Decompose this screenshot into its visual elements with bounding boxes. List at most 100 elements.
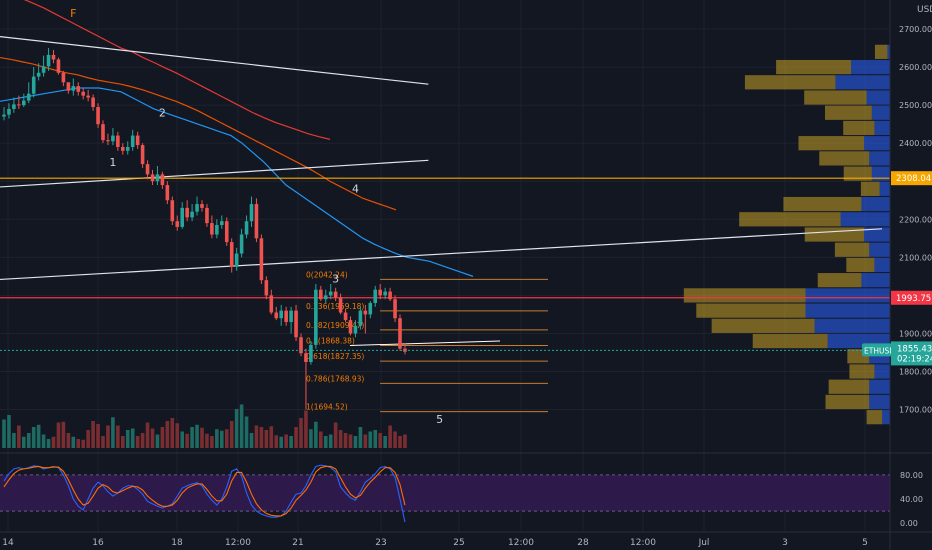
stochastic-pane[interactable]	[0, 464, 890, 523]
price-tick-label: 2700.00	[899, 25, 932, 34]
fib-level-label: 1(1694.52)	[306, 403, 348, 412]
candle-body	[348, 320, 353, 334]
time-tick-label: 5	[862, 538, 868, 548]
candle-body	[185, 207, 189, 218]
volume-bar	[239, 404, 244, 448]
stochastic-line	[3, 465, 406, 517]
candle-body	[234, 253, 239, 267]
volume-profile-bar	[819, 151, 870, 166]
volume-profile-bar	[798, 136, 864, 151]
volume-bar	[279, 436, 283, 448]
volume-profile-bar	[869, 379, 890, 394]
candle-body	[180, 207, 184, 227]
volume-bar	[175, 423, 180, 448]
time-tick-label: 12:00	[630, 538, 656, 548]
volume-bar	[195, 424, 199, 448]
candle-body	[71, 86, 76, 91]
price-tick-label: 2400.00	[899, 139, 932, 148]
moving-average-line	[23, 0, 331, 140]
volume-bar	[111, 417, 115, 448]
candle-body	[81, 91, 85, 96]
volume-bar	[155, 434, 160, 448]
volume-bar	[31, 427, 36, 448]
volume-bar	[309, 429, 313, 448]
volume-bar	[190, 427, 194, 448]
candle-body	[309, 344, 313, 362]
volume-profile-bar	[869, 151, 890, 166]
volume-bar	[145, 422, 150, 448]
candle-body	[111, 135, 115, 142]
level-price-label: 2308.04	[896, 174, 931, 184]
candle-body	[229, 242, 234, 267]
volume-profile-bar	[871, 105, 890, 120]
candle-body	[294, 310, 298, 338]
volume-bar	[383, 436, 387, 448]
price-pane[interactable]: 0(2042.24) 0.236(1959.18) 0.382(1909.47) 0.…	[0, 0, 890, 448]
fib-level-label: 0.786(1768.93)	[306, 374, 364, 383]
price-tick-label: 1900.00	[899, 329, 932, 338]
candle-body	[323, 295, 328, 300]
time-tick-label: Jul	[698, 538, 710, 548]
candle-body	[121, 146, 125, 151]
candle-body	[289, 310, 293, 323]
volume-bar	[294, 427, 298, 448]
candle-body	[170, 200, 175, 222]
price-tick-label: 2600.00	[899, 63, 932, 72]
volume-profile-bar	[752, 333, 828, 349]
candle-body	[205, 207, 209, 224]
wave-label: 3	[332, 272, 339, 285]
wave-label: 5	[436, 413, 443, 426]
candle-body	[358, 310, 363, 326]
volume-bar	[229, 421, 234, 448]
candle-body	[7, 108, 11, 115]
volume-bar	[101, 436, 105, 448]
candle-body	[249, 204, 254, 222]
wave-label: 4	[352, 183, 359, 196]
wave-label: 2	[159, 107, 166, 120]
last-price-tag	[891, 341, 932, 366]
volume-bar	[12, 433, 16, 448]
time-tick-label: 12:00	[508, 538, 534, 548]
volume-profile-bar	[744, 75, 836, 90]
candle-body	[26, 93, 31, 101]
candle-body	[210, 223, 214, 235]
volume-bar	[210, 436, 214, 448]
volume-profile-bar	[804, 90, 867, 105]
candle-body	[220, 221, 224, 225]
time-tick-label: 28	[577, 538, 589, 548]
volume-profile-bar	[783, 196, 862, 212]
volume-bar	[7, 415, 11, 448]
volume-bar	[353, 436, 358, 448]
volume-bar	[200, 427, 204, 448]
volume-bar	[135, 436, 140, 448]
volume-bar	[224, 429, 229, 448]
candle-body	[51, 54, 56, 60]
volume-bar	[81, 439, 85, 448]
volume-profile-bar	[825, 105, 872, 120]
volume-profile-bar	[861, 196, 890, 212]
volume-bar	[36, 424, 41, 448]
volume-profile-bar	[805, 288, 890, 303]
stochastic-band	[0, 474, 890, 512]
candle-body	[22, 100, 26, 106]
volume-bar	[61, 421, 66, 448]
candle-body	[264, 280, 269, 296]
candle-body	[274, 312, 279, 319]
volume-bar	[328, 434, 333, 448]
volume-bar	[338, 430, 343, 448]
volume-profile-bar	[874, 44, 888, 59]
wave-label: F	[70, 7, 76, 20]
volume-profile-bar	[814, 318, 890, 333]
volume-profile-bar	[804, 227, 864, 242]
volume-profile-bar	[871, 166, 890, 181]
volume-bar	[26, 433, 31, 448]
candle-body	[224, 221, 229, 243]
candle-body	[195, 204, 199, 212]
candle-body	[215, 225, 219, 235]
volume-profile-bar	[825, 394, 870, 410]
volume-bar	[41, 434, 46, 448]
price-tick-label: 2100.00	[899, 253, 932, 262]
currency-label: USD	[917, 5, 932, 15]
candle-body	[388, 291, 392, 300]
